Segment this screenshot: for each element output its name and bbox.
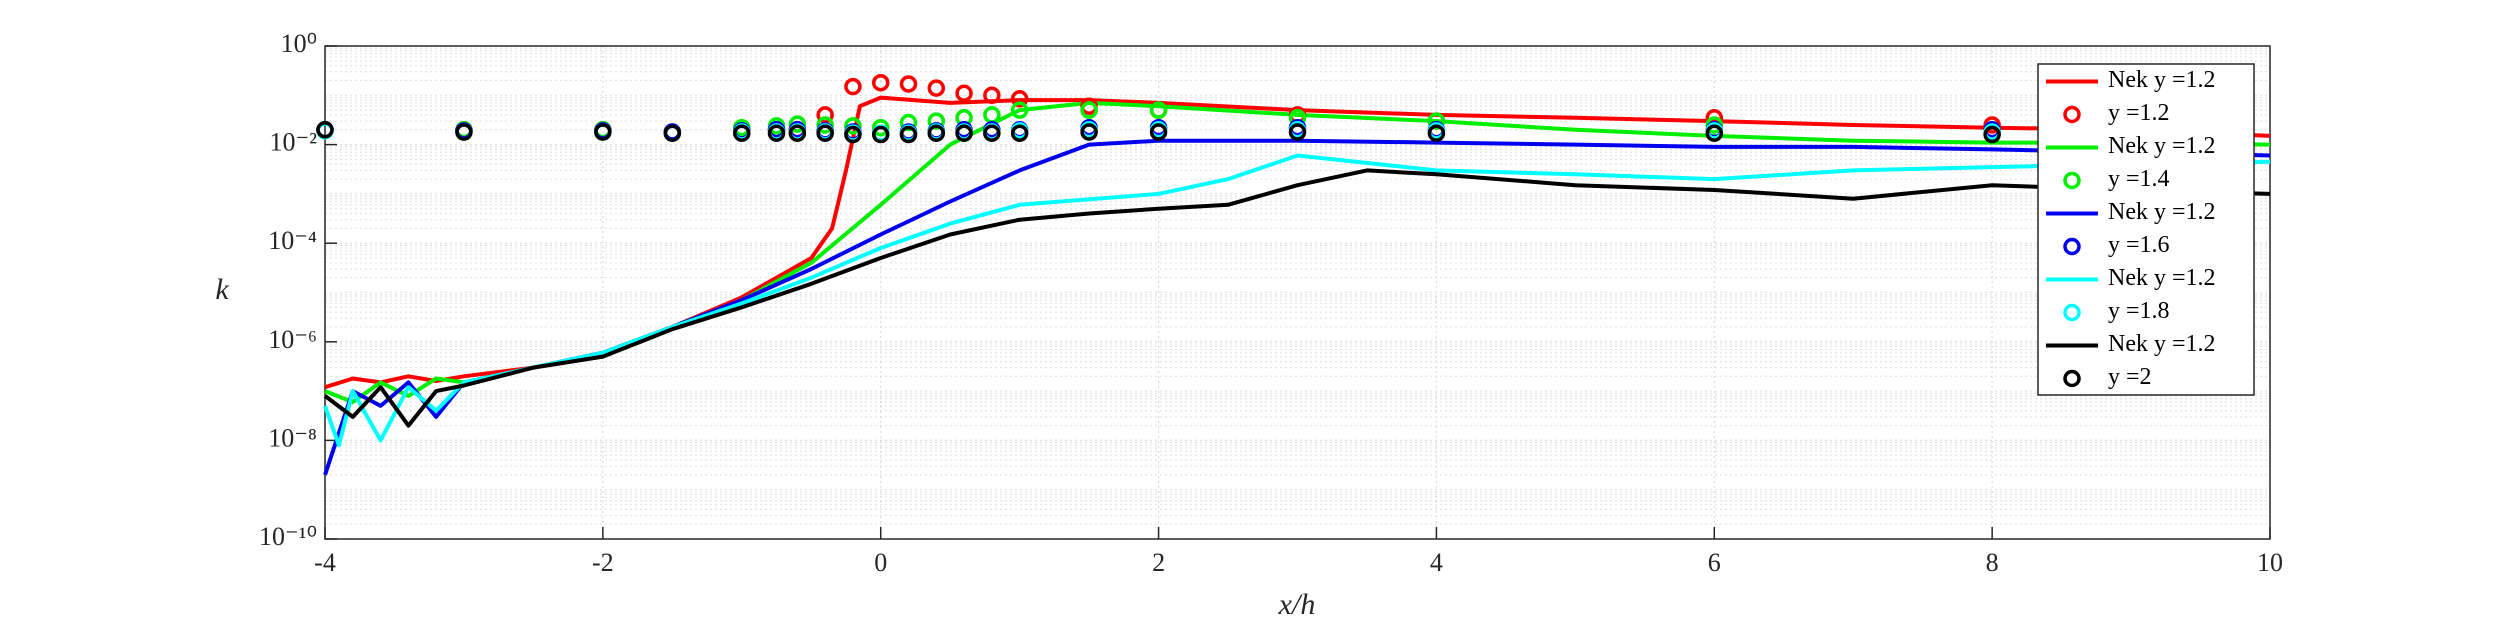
- scatter-point: [899, 125, 918, 144]
- scatter-point: [1149, 123, 1168, 141]
- scatter-point: [1010, 90, 1029, 108]
- scatter-point: [927, 79, 946, 97]
- legend-marker: [2063, 303, 2081, 322]
- scatter-point: [927, 124, 946, 142]
- scatter-point: [663, 124, 682, 142]
- scatter-point: [816, 116, 834, 134]
- scatter-point: [733, 124, 751, 142]
- x-tick-label: -2: [592, 548, 614, 577]
- scatter-point: [455, 123, 473, 141]
- y-tick-label: 10⁻⁸: [268, 423, 317, 452]
- x-tick-label: 6: [1708, 548, 1721, 577]
- y-tick-label: 10⁻⁴: [268, 226, 317, 255]
- scatter-point: [816, 124, 834, 142]
- legend-marker: [2063, 237, 2081, 256]
- series-line: [323, 153, 2271, 448]
- legend-label: y =2: [2108, 364, 2152, 390]
- scatter-point: [844, 125, 862, 144]
- legend-label: Nek y =1.2: [2108, 331, 2216, 357]
- scatter-point: [844, 117, 862, 135]
- scatter-point: [899, 75, 918, 93]
- y-tick-label: 10⁰: [281, 29, 317, 58]
- x-tick-label: -4: [314, 548, 336, 577]
- legend-label: y =1.6: [2108, 232, 2170, 258]
- scatter-point: [983, 124, 1001, 142]
- y-tick-label: 10⁻²: [269, 128, 317, 157]
- scatter-point: [767, 124, 786, 142]
- scatter-point: [871, 125, 890, 144]
- scatter-point: [1288, 123, 1307, 141]
- scatter-point: [316, 121, 334, 139]
- scatter-point: [1080, 101, 1098, 119]
- y-tick-label: 10⁻¹⁰: [259, 522, 317, 551]
- scatter-point: [788, 124, 807, 142]
- scatter-point: [955, 84, 973, 103]
- scatter-point: [983, 86, 1001, 105]
- x-tick-label: 10: [2257, 548, 2283, 577]
- scatter-point: [1080, 123, 1098, 141]
- series-line: [323, 138, 2271, 476]
- series-line: [324, 100, 2271, 404]
- x-axis-label: x/h: [1278, 588, 1316, 621]
- scatter-point: [927, 112, 946, 130]
- legend-marker: [2063, 171, 2081, 190]
- scatter-point: [1705, 124, 1724, 142]
- scatter-point: [1427, 112, 1446, 130]
- scatter-point: [788, 115, 807, 133]
- legend-label: y =1.2: [2108, 100, 2170, 126]
- legend-box: [2037, 63, 2255, 396]
- scatter-point: [871, 73, 890, 92]
- x-tick-label: 2: [1152, 548, 1165, 577]
- scatter-point: [871, 118, 890, 137]
- scatter-point: [1010, 101, 1029, 119]
- scatter-point: [816, 106, 834, 124]
- x-tick-label: 4: [1430, 548, 1443, 577]
- series-line: [323, 168, 2271, 428]
- scatter-point: [1427, 124, 1446, 142]
- legend-label: y =1.4: [2108, 166, 2170, 192]
- x-tick-label: 0: [874, 548, 887, 577]
- scatter-point: [899, 113, 918, 132]
- legend-marker: [2063, 105, 2081, 124]
- legend-label: y =1.8: [2108, 298, 2170, 324]
- legend-marker: [2063, 369, 2081, 388]
- scatter-point: [594, 123, 612, 141]
- scatter-point: [1983, 125, 2001, 144]
- scatter-point: [1010, 124, 1029, 142]
- legend-label: Nek y =1.2: [2108, 199, 2216, 225]
- legend: Nek y =1.2 y =1.2 Nek y =1.2 y =1.4 Nek y =1…: [2037, 63, 2255, 396]
- legend-label: Nek y =1.2: [2108, 265, 2216, 291]
- y-axis-label: k: [215, 273, 229, 306]
- legend-label: Nek y =1.2: [2108, 67, 2216, 93]
- plot-frame: [324, 45, 2271, 540]
- y-tick-label: 10⁻⁶: [268, 325, 317, 354]
- scatter-point: [1149, 101, 1168, 119]
- x-tick-label: 8: [1986, 548, 1999, 577]
- legend-label: Nek y =1.2: [2108, 133, 2216, 159]
- scatter-point: [955, 124, 973, 142]
- scatter-point: [844, 77, 862, 96]
